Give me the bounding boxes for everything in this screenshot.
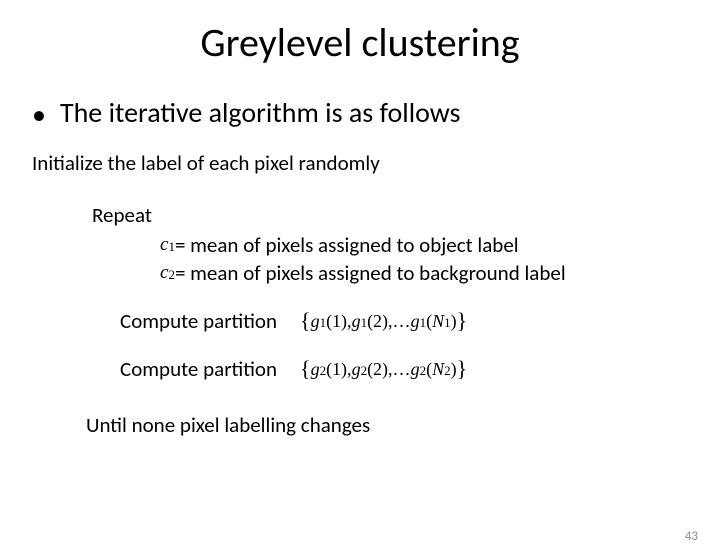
bullet-marker: •	[32, 101, 46, 129]
assign-c1: c1 = mean of pixels assigned to object l…	[160, 232, 720, 258]
g1c: g	[411, 311, 420, 332]
g2c-sub: 2	[420, 363, 427, 379]
n2: N	[432, 359, 444, 380]
n1-sub: 1	[444, 315, 451, 331]
initialize-line: Initialize the label of each pixel rando…	[32, 150, 720, 176]
var-c2: c	[160, 262, 168, 284]
g2a-p1: (1),	[326, 359, 352, 380]
n2-sub: 2	[444, 363, 451, 379]
g2a: g	[311, 359, 320, 380]
g1a-sub: 1	[320, 315, 327, 331]
g2c: g	[411, 359, 420, 380]
g1b: g	[352, 311, 361, 332]
g2b: g	[352, 359, 361, 380]
sub-2: 2	[168, 267, 175, 283]
slide-title: Greylevel clustering	[0, 18, 720, 67]
g1a: g	[311, 311, 320, 332]
g1c-sub: 1	[420, 315, 427, 331]
page-number: 43	[685, 529, 698, 544]
compute-partition-1: Compute partition { g1(1), g1(2),… g1(N1…	[120, 308, 720, 334]
g1b-sub: 1	[361, 315, 368, 331]
lbrace-icon: {	[300, 308, 311, 334]
var-c1: c	[160, 234, 168, 256]
lbrace2-icon: {	[300, 356, 311, 382]
assign2-text: = mean of pixels assigned to background …	[175, 260, 566, 286]
compute1-label: Compute partition	[120, 308, 300, 334]
g2b-p2: (2),…	[367, 359, 411, 380]
n1: N	[432, 311, 444, 332]
compute2-label: Compute partition	[120, 356, 300, 382]
sub-1: 1	[168, 239, 175, 255]
bullet-text: The iterative algorithm is as follows	[60, 95, 461, 130]
compute-partition-2: Compute partition { g2(1), g2(2),… g2(N2…	[120, 356, 720, 382]
g1a-p1: (1),	[326, 311, 352, 332]
compute1-set: { g1(1), g1(2),… g1(N1) }	[300, 308, 467, 334]
rbrace2-icon: }	[457, 356, 468, 382]
until-line: Until none pixel labelling changes	[86, 412, 720, 438]
assign-c2: c2 = mean of pixels assigned to backgrou…	[160, 260, 720, 286]
g2a-sub: 2	[320, 363, 327, 379]
bullet-item: • The iterative algorithm is as follows	[32, 95, 720, 130]
rbrace-icon: }	[457, 308, 468, 334]
g2b-sub: 2	[361, 363, 368, 379]
g1b-p2: (2),…	[367, 311, 411, 332]
assign1-text: = mean of pixels assigned to object labe…	[175, 232, 519, 258]
repeat-line: Repeat	[92, 202, 720, 228]
compute2-set: { g2(1), g2(2),… g2(N2) }	[300, 356, 467, 382]
